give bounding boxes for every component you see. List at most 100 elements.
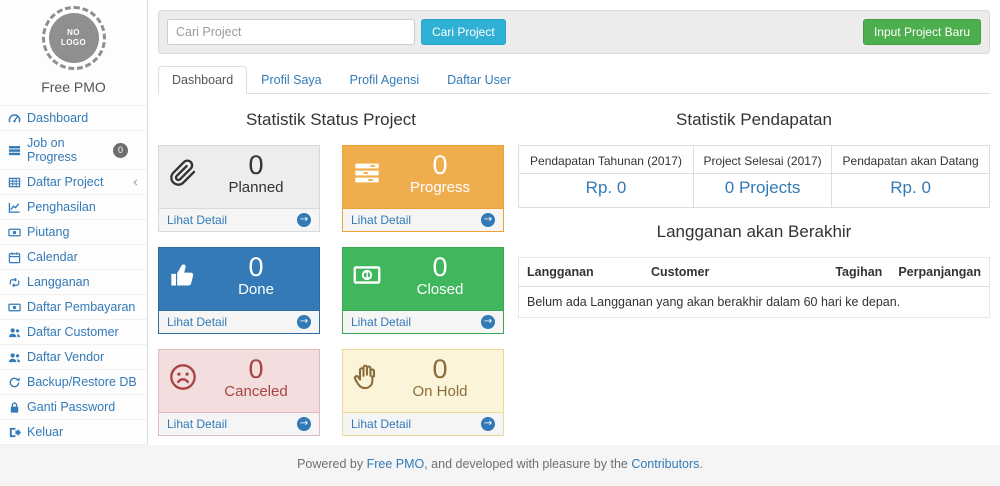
card-count: 0 xyxy=(432,354,448,384)
card-label: On Hold xyxy=(412,383,468,401)
income-stat-label: Project Selesai (2017) xyxy=(692,145,833,174)
tachometer-icon xyxy=(7,112,21,125)
subscription-section-title: Langganan akan Berakhir xyxy=(656,222,852,241)
sidebar-item-langganan[interactable]: Langganan xyxy=(0,270,147,294)
chevron-left-icon xyxy=(131,178,140,187)
sidebar-item-label: Daftar Project xyxy=(27,175,104,189)
column-header: Customer xyxy=(643,257,825,287)
lihat-detail-link[interactable]: Lihat Detail xyxy=(167,417,228,431)
footer-text: , and developed with pleasure by the xyxy=(424,457,632,471)
sidebar-item-label: Daftar Customer xyxy=(27,325,119,339)
sidebar-item-ganti-password[interactable]: Ganti Password xyxy=(0,395,147,419)
card-count: 0 xyxy=(248,252,264,282)
right-column: Statistik Pendapatan Pendapatan Tahunan … xyxy=(518,96,990,436)
lihat-detail-link[interactable]: Lihat Detail xyxy=(167,213,228,227)
users-icon xyxy=(7,351,21,364)
sidebar-item-label: Piutang xyxy=(27,225,70,239)
sidebar-item-label: Ganti Password xyxy=(27,400,116,414)
tab-daftar-user[interactable]: Daftar User xyxy=(447,73,511,87)
banknote-icon: 1 xyxy=(353,261,381,289)
sidebar-menu: Dashboard Job on Progress 0 Daftar Proje… xyxy=(0,105,147,445)
status-card-on-hold: 0 On Hold Lihat Detail → xyxy=(342,349,504,436)
sidebar-item-label: Keluar xyxy=(27,425,64,439)
sidebar-item-job-on-progress[interactable]: Job on Progress 0 xyxy=(0,131,147,169)
no-logo-badge: NO LOGO xyxy=(48,13,99,63)
app-logo: NO LOGO xyxy=(41,6,106,70)
sidebar-item-label: Daftar Pembayaran xyxy=(27,300,136,314)
sidebar-item-daftar-pembayaran[interactable]: Daftar Pembayaran xyxy=(0,295,147,319)
brand-name: Free PMO xyxy=(41,79,106,95)
sidebar-item-daftar-customer[interactable]: Daftar Customer xyxy=(0,320,147,344)
users-icon xyxy=(7,326,21,339)
lihat-detail-link[interactable]: Lihat Detail xyxy=(167,315,228,329)
income-stat-value[interactable]: Rp. 0 xyxy=(585,178,627,197)
footer-text: Powered by xyxy=(297,457,367,471)
search-input[interactable] xyxy=(167,19,415,45)
footer-text: . xyxy=(699,457,703,471)
sidebar-item-backup-restore-db[interactable]: Backup/Restore DB xyxy=(0,370,147,394)
income-stats-table: Pendapatan Tahunan (2017) Project Selesa… xyxy=(518,145,990,208)
card-count: 0 xyxy=(248,150,264,180)
card-count: 0 xyxy=(432,252,448,282)
column-header: Langganan xyxy=(518,257,644,287)
tab-profil-agensi[interactable]: Profil Agensi xyxy=(349,73,420,87)
tasks-icon xyxy=(7,144,21,157)
column-header: Tagihan xyxy=(824,257,891,287)
tasks-icon xyxy=(353,159,381,187)
retweet-icon xyxy=(7,276,21,289)
card-label: Progress xyxy=(409,179,471,197)
status-card-closed: 1 0 Closed Lihat Detail → xyxy=(342,247,504,334)
calendar-icon xyxy=(7,251,21,264)
contributors-link[interactable]: Contributors xyxy=(631,457,700,471)
tab-bar: Dashboard Profil Saya Profil Agensi Daft… xyxy=(158,66,990,94)
line-chart-icon xyxy=(7,201,21,214)
income-stat-value[interactable]: Rp. 0 xyxy=(890,178,931,197)
tab-profil-saya[interactable]: Profil Saya xyxy=(261,73,322,87)
sidebar-item-daftar-project[interactable]: Daftar Project xyxy=(0,170,147,194)
table-icon xyxy=(7,176,21,189)
lock-icon xyxy=(7,401,21,414)
lihat-detail-link[interactable]: Lihat Detail xyxy=(351,315,412,329)
sidebar-item-daftar-vendor[interactable]: Daftar Vendor xyxy=(0,345,147,369)
status-card-planned: 0 Planned Lihat Detail → xyxy=(158,145,320,232)
sign-out-icon xyxy=(7,426,21,439)
arrow-circle-right-icon[interactable]: → xyxy=(481,315,495,329)
thumbs-up-icon xyxy=(169,261,197,289)
income-section-title: Statistik Pendapatan xyxy=(676,110,832,129)
card-label: Done xyxy=(238,281,274,299)
arrow-circle-right-icon[interactable]: → xyxy=(481,417,495,431)
status-card-done: 0 Done Lihat Detail → xyxy=(158,247,320,334)
sidebar-item-penghasilan[interactable]: Penghasilan xyxy=(0,195,147,219)
table-row: Belum ada Langganan yang akan berakhir d… xyxy=(519,287,990,318)
arrow-circle-right-icon[interactable]: → xyxy=(481,213,495,227)
frown-icon xyxy=(169,363,197,391)
sidebar: NO LOGO Free PMO Dashboard Job on Progre… xyxy=(0,0,148,445)
money-icon xyxy=(7,301,21,314)
card-count: 0 xyxy=(248,354,264,384)
tab-dashboard[interactable]: Dashboard xyxy=(158,66,248,94)
status-cards: 0 Planned Lihat Detail → xyxy=(158,145,504,436)
new-project-button[interactable]: Input Project Baru xyxy=(862,19,981,45)
lihat-detail-link[interactable]: Lihat Detail xyxy=(351,213,412,227)
lihat-detail-link[interactable]: Lihat Detail xyxy=(351,417,412,431)
sidebar-item-calendar[interactable]: Calendar xyxy=(0,245,147,269)
arrow-circle-right-icon[interactable]: → xyxy=(297,417,311,431)
sidebar-item-label: Daftar Vendor xyxy=(27,350,105,364)
svg-text:1: 1 xyxy=(365,270,370,280)
subscriptions-table: Langganan Customer Tagihan Perpanjangan … xyxy=(518,257,990,318)
search-button[interactable]: Cari Project xyxy=(421,19,506,45)
sidebar-item-label: Penghasilan xyxy=(27,200,96,214)
sidebar-item-dashboard[interactable]: Dashboard xyxy=(0,106,147,130)
arrow-circle-right-icon[interactable]: → xyxy=(297,213,311,227)
income-stat-value[interactable]: 0 Projects xyxy=(724,178,801,197)
free-pmo-link[interactable]: Free PMO xyxy=(366,457,425,471)
project-search-panel: Cari Project Input Project Baru xyxy=(158,10,990,54)
sidebar-item-keluar[interactable]: Keluar xyxy=(0,420,147,444)
logo-text: NO LOGO xyxy=(60,28,87,47)
status-section: Statistik Status Project 0 Planned xyxy=(158,96,504,436)
arrow-circle-right-icon[interactable]: → xyxy=(297,315,311,329)
hand-icon xyxy=(353,363,381,391)
page-footer: Powered by Free PMO, and developed with … xyxy=(0,445,1000,486)
sidebar-item-piutang[interactable]: Piutang xyxy=(0,220,147,244)
